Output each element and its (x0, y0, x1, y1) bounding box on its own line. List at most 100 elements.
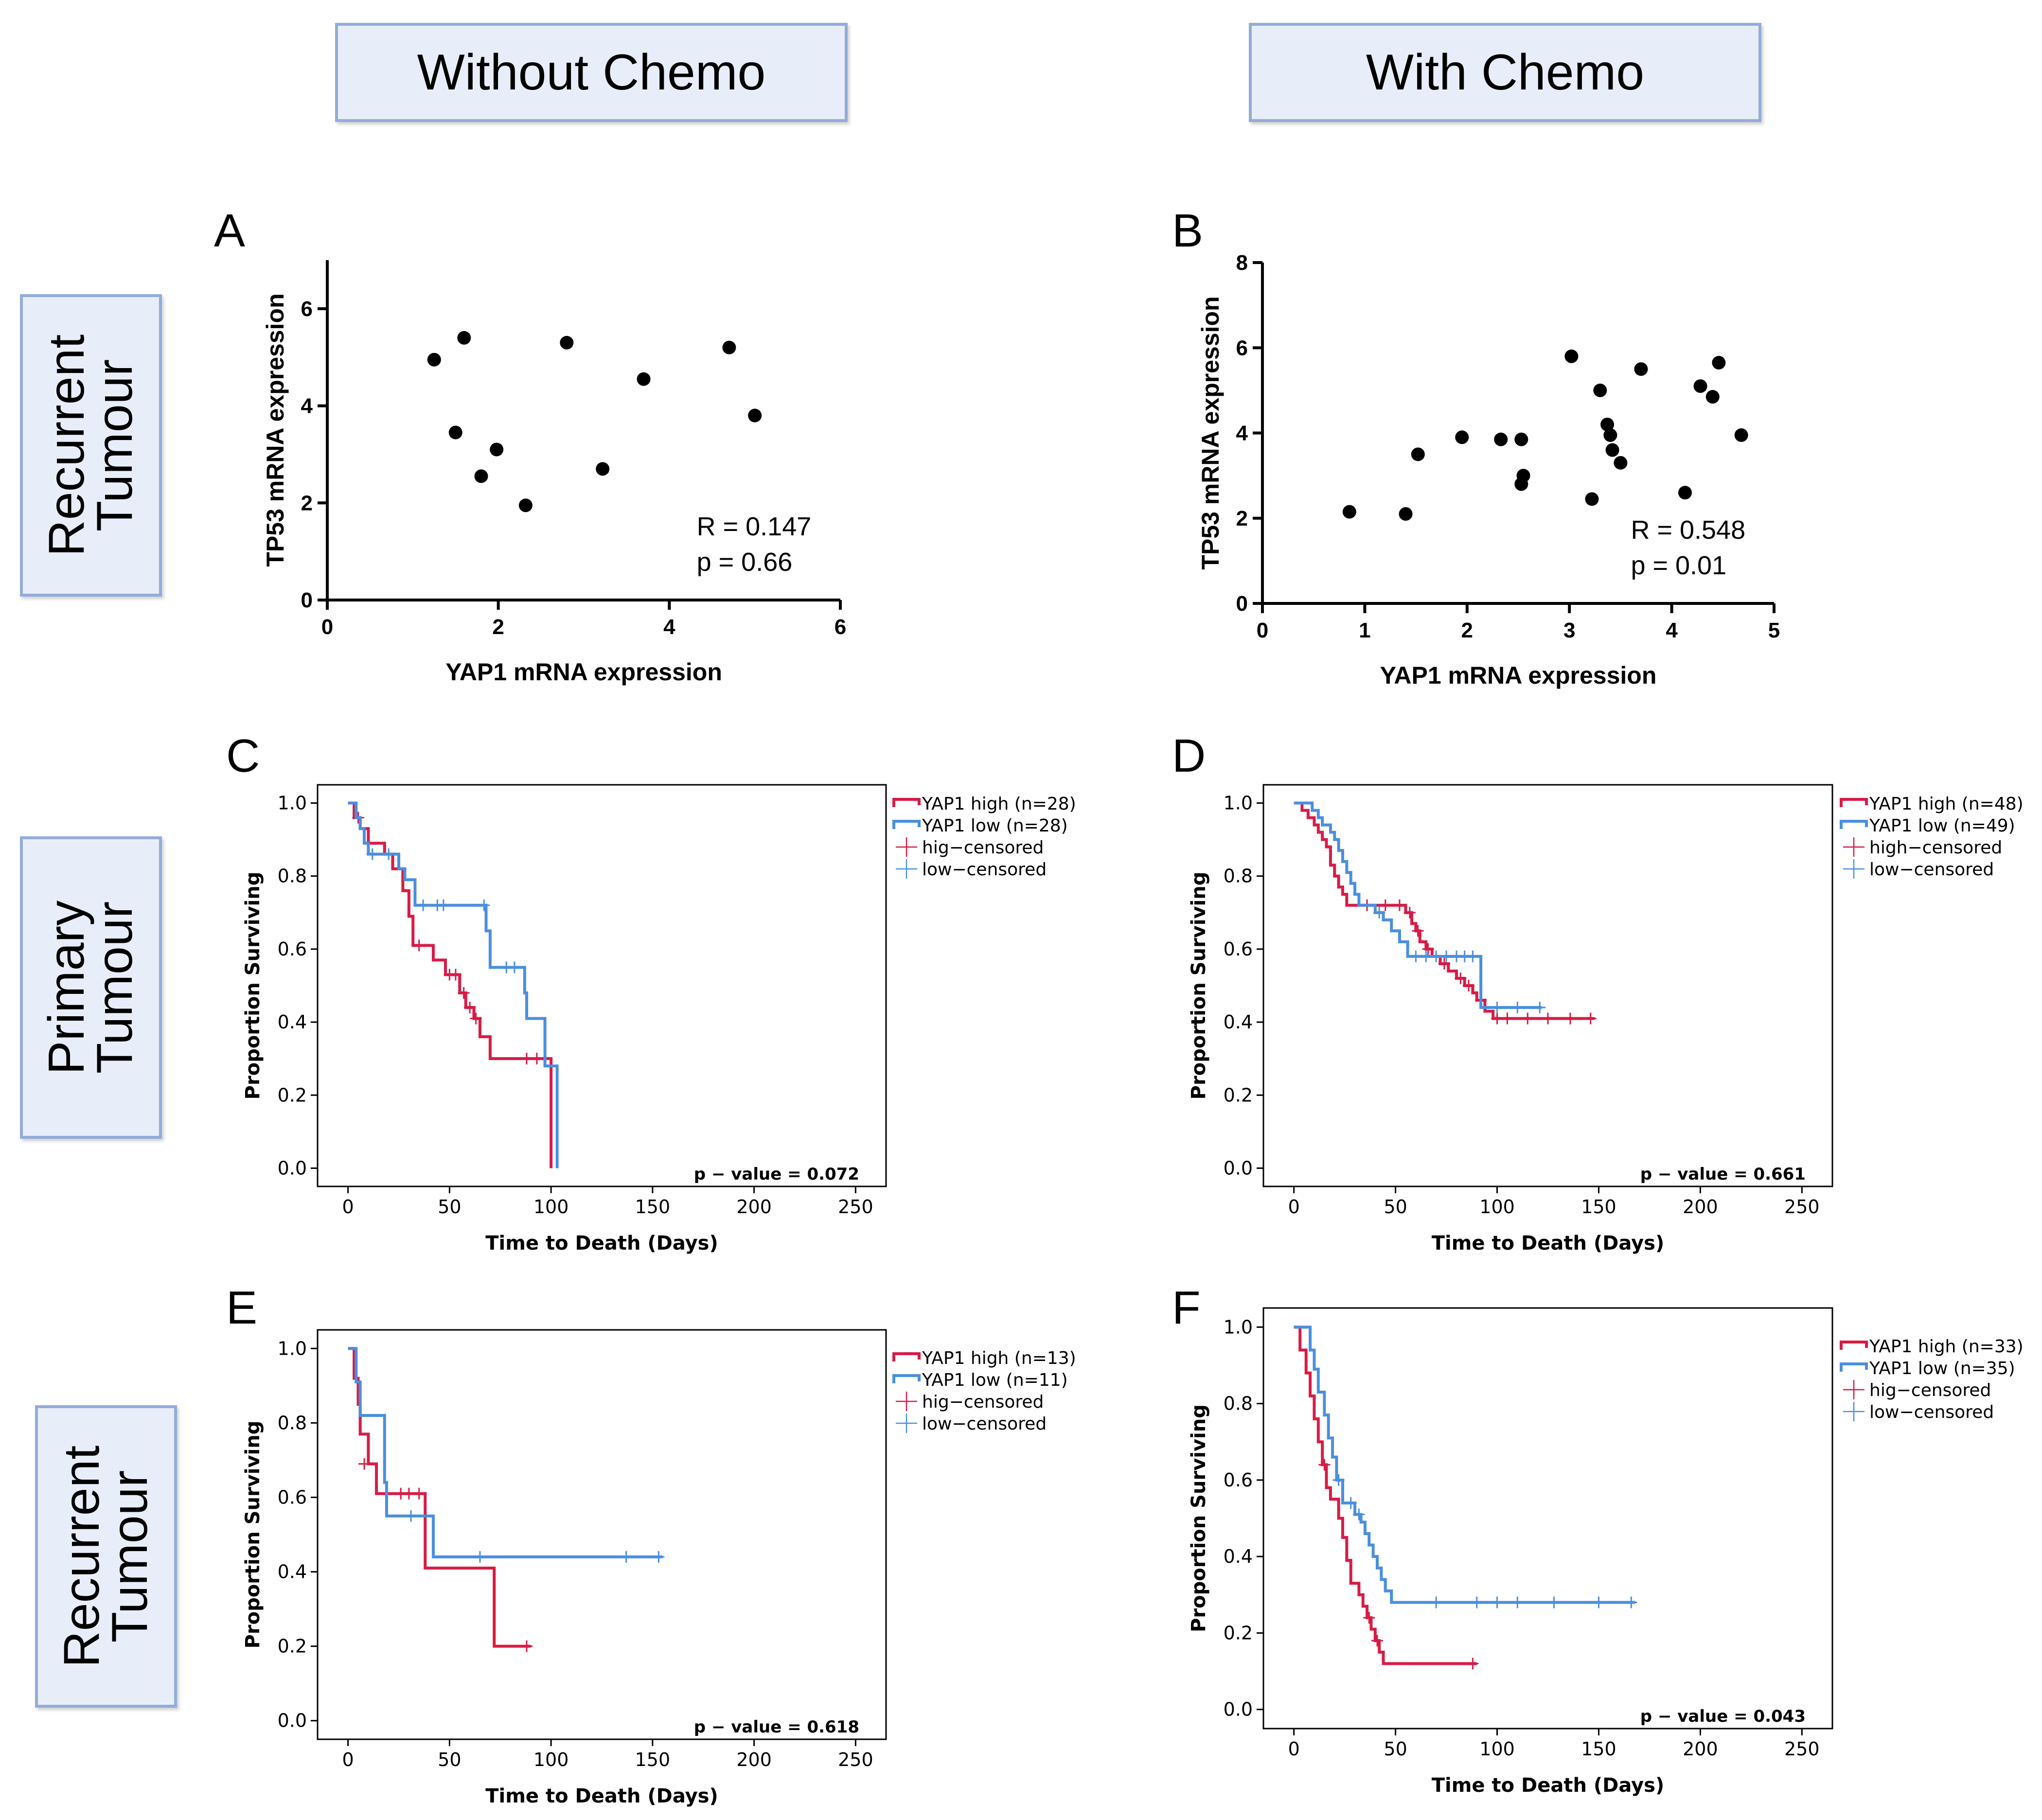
x-tick-label: 200 (736, 1749, 772, 1770)
y-tick-label: 0.4 (1224, 1011, 1253, 1033)
legend-swatch-high (1840, 798, 1868, 807)
stat-r: R = 0.548 (1631, 515, 1745, 545)
plot-frame (317, 784, 887, 1187)
y-tick-label: 0.2 (278, 1084, 307, 1106)
y-tick-label: 0 (1236, 592, 1248, 616)
data-point (637, 372, 651, 386)
legend-entry: YAP1 high (n=28) (922, 794, 1076, 814)
censor-mark-high (1463, 980, 1475, 991)
legend-swatch-low (1840, 1362, 1868, 1372)
censor-mark-low (1625, 1596, 1637, 1608)
y-tick-label: 0.0 (1224, 1157, 1253, 1179)
data-point (1564, 349, 1579, 363)
data-point (1399, 507, 1413, 521)
x-tick-label: 100 (533, 1749, 569, 1770)
header-without-chemo: Without Chemo (335, 23, 848, 122)
censor-mark-high (521, 1640, 533, 1652)
x-tick-label: 2 (1461, 618, 1473, 642)
data-point (1705, 390, 1720, 404)
censor-mark-low (478, 899, 490, 911)
y-tick-label: 2 (301, 491, 313, 515)
p-value: p − value = 0.618 (694, 1717, 859, 1737)
y-tick-label: 4 (1236, 422, 1248, 445)
legend: YAP1 high (n=13)YAP1 low (n=11)hig−censo… (892, 1348, 1076, 1434)
censor-mark-low (474, 1551, 486, 1563)
legend-entry: high−censored (1869, 838, 2002, 858)
x-tick-label: 50 (438, 1749, 461, 1770)
censor-mark-low (1491, 1596, 1503, 1608)
y-tick-label: 1.0 (278, 1338, 307, 1359)
legend-censor-high (896, 837, 917, 857)
censor-mark-low (1353, 1508, 1365, 1520)
p-value: p − value = 0.072 (694, 1165, 859, 1184)
y-tick-label: 1.0 (278, 793, 307, 814)
stat-r: R = 0.147 (697, 512, 812, 541)
y-axis-label: TP53 mRNA expression (1197, 296, 1224, 569)
censor-mark-high (1422, 943, 1434, 955)
row-label-recurrent-1: Recurrent Tumour (20, 294, 162, 597)
data-point (427, 353, 441, 367)
legend-entry: hig−censored (1869, 1380, 1991, 1400)
x-tick-label: 6 (835, 615, 846, 639)
y-tick-label: 0.6 (1224, 938, 1253, 960)
censor-mark-low (1332, 1474, 1345, 1486)
censor-mark-high (1379, 899, 1391, 911)
x-tick-label: 4 (663, 615, 675, 639)
panel-letter-a: A (214, 205, 246, 257)
y-tick-label: 0.8 (278, 1412, 307, 1433)
legend: YAP1 high (n=48)YAP1 low (n=49)high−cens… (1840, 794, 2024, 880)
censor-mark-high (1403, 906, 1416, 919)
x-tick-label: 50 (1384, 1738, 1407, 1760)
censor-mark-high (464, 1002, 476, 1014)
censor-mark-high (521, 1053, 533, 1065)
censor-mark-high (1491, 1012, 1503, 1025)
censor-mark-high (1363, 1611, 1375, 1624)
x-axis-label: Time to Death (Days) (1432, 1774, 1665, 1797)
panel-letter-e: E (226, 1282, 258, 1334)
panel-letter-d: D (1172, 730, 1206, 782)
p-value: p − value = 0.043 (1640, 1707, 1806, 1726)
x-tick-label: 50 (438, 1196, 461, 1218)
data-point (1593, 383, 1607, 397)
data-point (1514, 477, 1528, 491)
plot-frame (1262, 784, 1833, 1187)
x-tick-label: 250 (838, 1749, 873, 1770)
data-point (1342, 505, 1356, 519)
y-axis-label: TP53 mRNA expression (262, 293, 289, 566)
legend-entry: hig−censored (922, 838, 1044, 858)
data-point (1634, 362, 1648, 376)
y-tick-label: 0.0 (1224, 1699, 1253, 1720)
censor-mark-high (413, 939, 425, 952)
km-group-f: 0 50 100 150 200 250 0.0 0.2 0.4 0.6 0.8 1.0 Time to… (1188, 1307, 2024, 1797)
y-tick-label: 0.6 (1224, 1469, 1253, 1491)
legend: YAP1 high (n=28)YAP1 low (n=28)hig−censo… (892, 794, 1076, 880)
legend-censor-high (1843, 1380, 1864, 1399)
legend-entry: YAP1 low (n=28) (922, 816, 1068, 836)
legend-censor-high (1843, 837, 1864, 857)
x-tick-label: 100 (1479, 1738, 1515, 1760)
legend-entry: YAP1 high (n=33) (1869, 1337, 2024, 1357)
data-point (596, 462, 610, 476)
censor-mark-low (1410, 950, 1422, 962)
data-point (490, 442, 504, 457)
censor-mark-low (405, 1510, 417, 1522)
censor-mark-high (1542, 1012, 1554, 1025)
km-group-d: 0 50 100 150 200 250 0.0 0.2 0.4 0.6 0.8 1.0 Time to… (1188, 784, 2024, 1255)
series-line-low (348, 801, 559, 1168)
data-point (474, 469, 488, 483)
legend-swatch-low (892, 1374, 921, 1383)
x-tick-label: 100 (1479, 1196, 1515, 1218)
censor-mark-low (1534, 1002, 1546, 1014)
data-point (1614, 456, 1628, 470)
censor-mark-low (1467, 950, 1479, 962)
censor-mark-low (417, 899, 429, 911)
data-point (560, 336, 574, 350)
series-line-high (348, 801, 553, 1168)
censor-mark-high (358, 1458, 371, 1470)
y-axis-label: Proportion Surviving (1188, 1404, 1210, 1632)
data-point (722, 340, 736, 354)
censor-mark-high (1371, 1635, 1383, 1647)
censor-mark-low (366, 848, 378, 860)
censor-mark-high (1412, 925, 1424, 937)
